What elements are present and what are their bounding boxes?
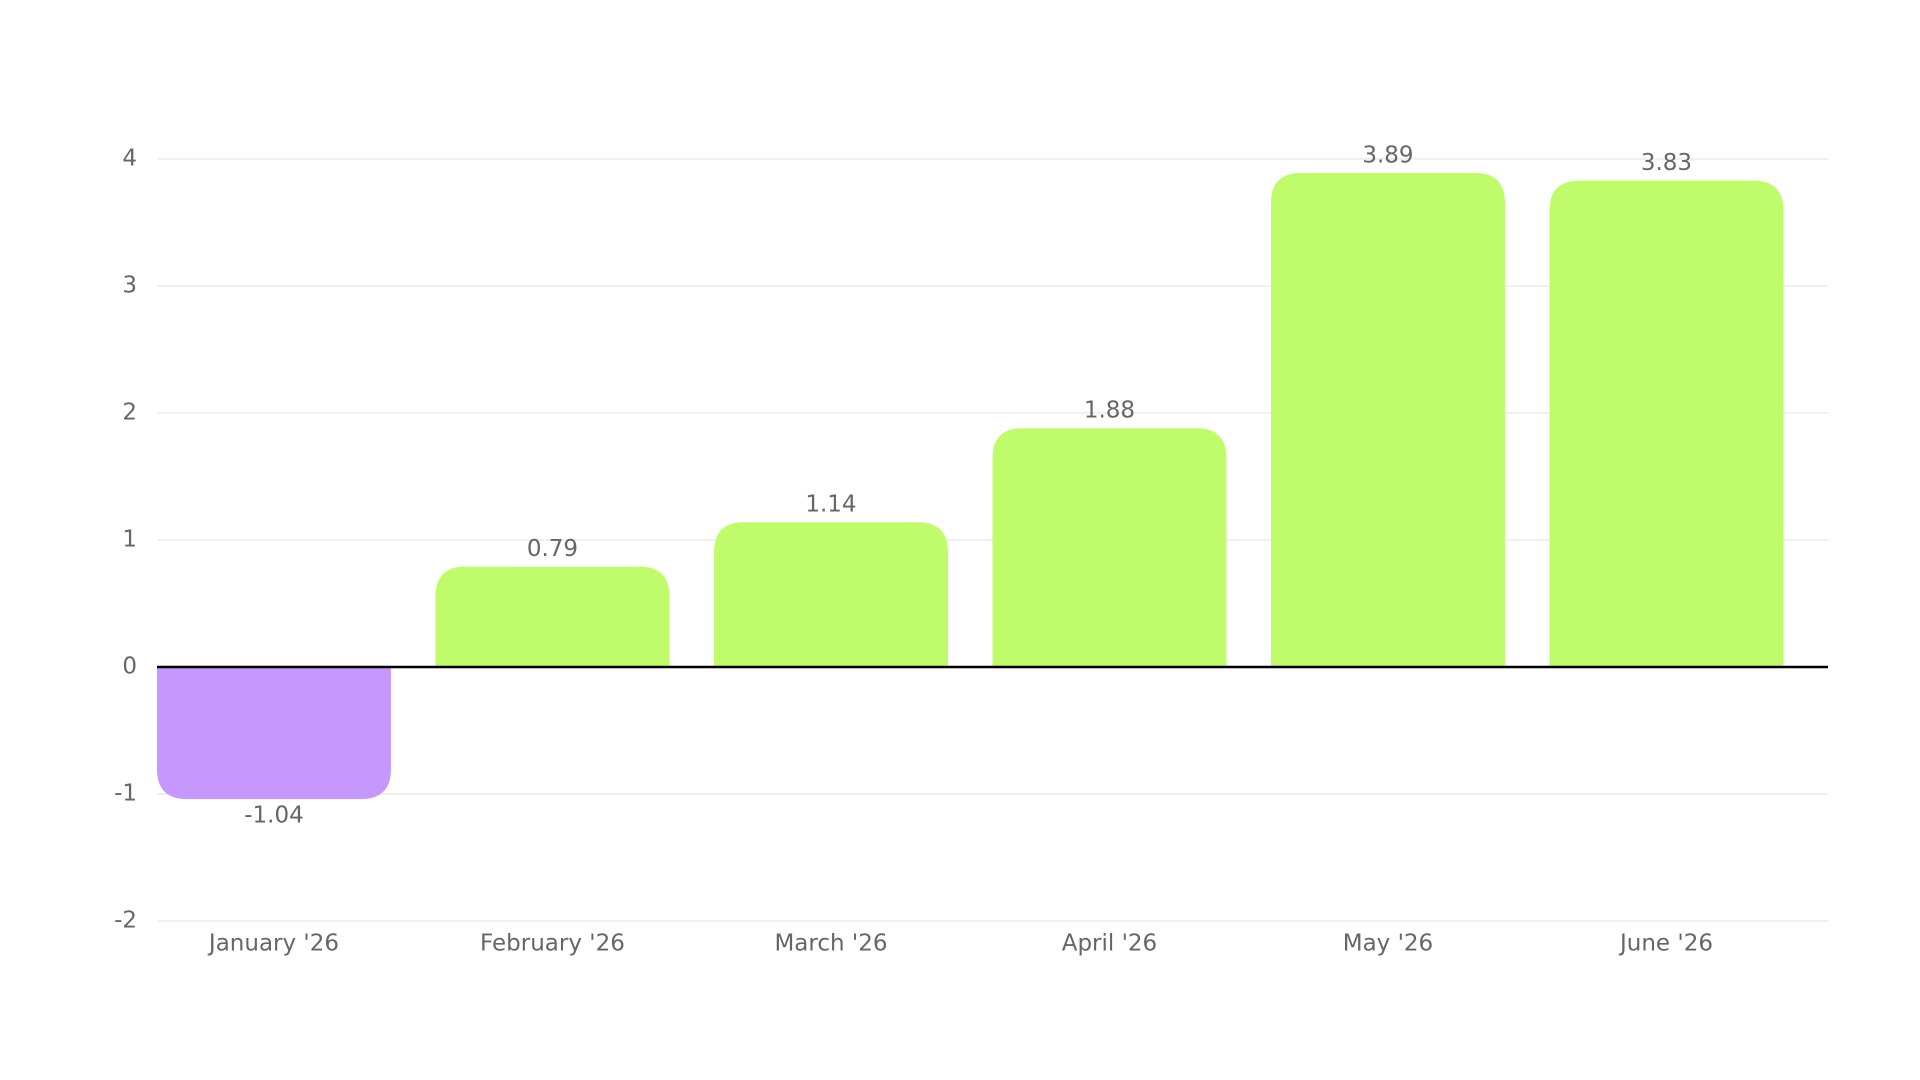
bar <box>992 428 1227 667</box>
x-tick-label: June '26 <box>1618 931 1713 957</box>
y-tick-label: 0 <box>122 654 137 680</box>
bar <box>1549 180 1784 667</box>
y-tick-label: 3 <box>122 273 137 299</box>
bar <box>714 522 948 667</box>
value-label: -1.04 <box>244 803 304 829</box>
bar <box>1271 172 1505 667</box>
bar <box>435 566 670 667</box>
y-tick-label: 1 <box>122 527 137 553</box>
value-label: 1.14 <box>805 492 856 518</box>
bar <box>157 667 391 800</box>
y-tick-label: 4 <box>122 146 137 172</box>
x-tick-label: April '26 <box>1062 931 1157 957</box>
x-tick-label: January '26 <box>207 931 339 957</box>
value-label: 0.79 <box>527 536 578 562</box>
value-label: 3.83 <box>1641 150 1692 176</box>
value-label: 1.88 <box>1084 398 1135 424</box>
x-tick-label: February '26 <box>480 931 625 957</box>
y-tick-label: 2 <box>122 400 137 426</box>
x-tick-label: May '26 <box>1343 931 1433 957</box>
value-label: 3.89 <box>1362 142 1413 168</box>
y-tick-label: -2 <box>114 908 137 934</box>
x-tick-label: March '26 <box>774 931 887 957</box>
y-tick-label: -1 <box>114 781 137 807</box>
